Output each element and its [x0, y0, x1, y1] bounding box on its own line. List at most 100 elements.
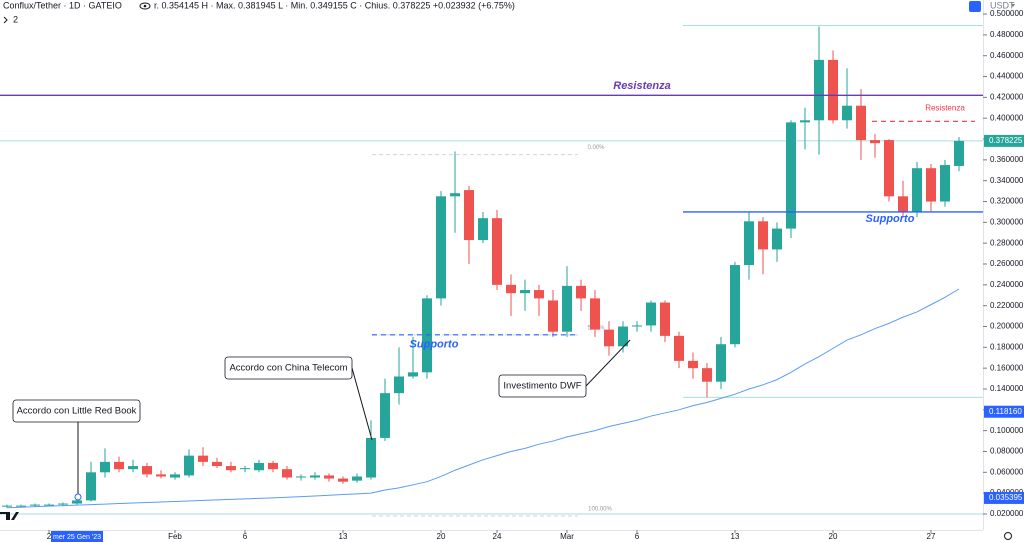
callout-text: Investimento DWF — [503, 381, 581, 392]
y-tick-label: 0.340000 — [990, 176, 1024, 185]
candle-body — [142, 466, 152, 475]
currency[interactable]: USDT — [990, 0, 1015, 10]
y-tick-label: 0.320000 — [990, 197, 1024, 206]
y-tick-label: 0.440000 — [990, 72, 1024, 81]
candle-body — [254, 462, 264, 471]
indicator-toggle[interactable] — [3, 16, 8, 24]
candle-body — [282, 469, 292, 478]
candle-body — [688, 360, 698, 369]
price-label-box — [984, 405, 1024, 418]
x-tick-label: 13 — [339, 532, 348, 541]
candle-body — [870, 140, 880, 144]
x-tick-label: 20 — [829, 532, 838, 541]
candle-body — [16, 505, 26, 507]
indicator-count: 2 — [13, 14, 18, 24]
y-tick-label: 0.160000 — [990, 363, 1024, 372]
candle-body — [128, 466, 138, 470]
candle-body — [814, 59, 824, 121]
callout-pointer — [351, 367, 373, 441]
auto-scale-button[interactable] — [969, 1, 981, 12]
candle-body — [744, 221, 754, 266]
candle-body — [198, 455, 208, 462]
candle-body — [436, 196, 446, 299]
y-tick-label: 0.100000 — [990, 426, 1024, 435]
candle-body — [898, 196, 908, 212]
candle-body — [100, 461, 110, 473]
x-tick-label: 6 — [635, 532, 640, 541]
y-tick-label: 0.140000 — [990, 384, 1024, 393]
y-tick-label: 0.200000 — [990, 322, 1024, 331]
price-label: 0.035395 — [989, 493, 1023, 502]
level-label: Supporto — [410, 339, 459, 351]
y-tick-label: 0.420000 — [990, 92, 1024, 101]
candle-body — [296, 476, 306, 478]
candle-body — [30, 504, 40, 506]
y-tick-label: 0.500000 — [990, 9, 1024, 18]
y-tick-label: 0.280000 — [990, 238, 1024, 247]
x-tick-label: 13 — [731, 532, 740, 541]
candle-body — [604, 329, 614, 347]
candle-body — [72, 500, 82, 504]
settings-icon[interactable] — [1004, 532, 1012, 540]
candle-body — [702, 368, 712, 382]
candle-body — [828, 59, 838, 121]
candle-body — [618, 326, 628, 347]
eye-icon[interactable] — [139, 2, 151, 10]
candle-body — [646, 302, 656, 326]
x-tick-label: 24 — [493, 532, 502, 541]
candle-body — [492, 218, 502, 285]
fib-label: 100.00% — [588, 507, 612, 513]
y-tick-label: 0.260000 — [990, 259, 1024, 268]
candle-body — [730, 265, 740, 345]
candle-body — [506, 284, 516, 294]
candle-body — [58, 503, 68, 505]
candle-body — [534, 290, 544, 299]
symbol: Conflux/Tether · 1D · GATEIO — [3, 0, 122, 10]
callout-box — [224, 356, 353, 380]
callout-pointer — [585, 339, 631, 387]
moving-average — [6, 288, 960, 509]
x-tick-label: 2 — [47, 532, 52, 541]
candle-body — [114, 461, 124, 470]
x-tick-label: 6 — [243, 532, 248, 541]
crosshair-label: mer 25 Gen '23 — [53, 534, 101, 541]
candle-body — [576, 285, 586, 299]
x-tick-label: 27 — [927, 532, 936, 541]
candle-body — [450, 193, 460, 197]
callout-text: Accordo con China Telecom — [229, 363, 347, 374]
candle-body — [86, 472, 96, 501]
candle-body — [156, 474, 166, 477]
candle-body — [352, 476, 362, 481]
candle-body — [478, 218, 488, 241]
candle-body — [226, 466, 236, 471]
candle-body — [562, 285, 572, 332]
price-label-box — [984, 134, 1024, 147]
candle-body — [548, 300, 558, 332]
logo — [0, 512, 19, 520]
y-tick-label: 0.400000 — [990, 113, 1024, 122]
candle-body — [184, 455, 194, 476]
candle-body — [786, 122, 796, 229]
candle-body — [758, 221, 768, 250]
candle-body — [408, 372, 418, 377]
y-tick-label: 0.060000 — [990, 467, 1024, 476]
x-tick-label: Feb — [168, 532, 182, 541]
candle-body — [940, 165, 950, 202]
currency-caret — [1011, 4, 1015, 7]
y-tick-label: 0.480000 — [990, 30, 1024, 39]
candle-body — [338, 478, 348, 482]
candle-body — [240, 468, 250, 470]
candle-body — [772, 228, 782, 250]
ohlc-values: r. 0.354145 H · Max. 0.381945 L · Min. 0… — [154, 0, 515, 10]
candle-body — [800, 120, 810, 123]
plot-area: 0.00%50.0%100.00%ResistenzaSupportoSuppo… — [0, 25, 983, 517]
candle-body — [660, 302, 670, 336]
level-label: Supporto — [866, 213, 915, 225]
candle-body — [44, 504, 54, 506]
callout-text: Accordo con Little Red Book — [17, 406, 137, 417]
candle-body — [590, 298, 600, 330]
candle-body — [212, 461, 222, 467]
candle-body — [954, 140, 964, 166]
y-tick-label: 0.360000 — [990, 155, 1024, 164]
